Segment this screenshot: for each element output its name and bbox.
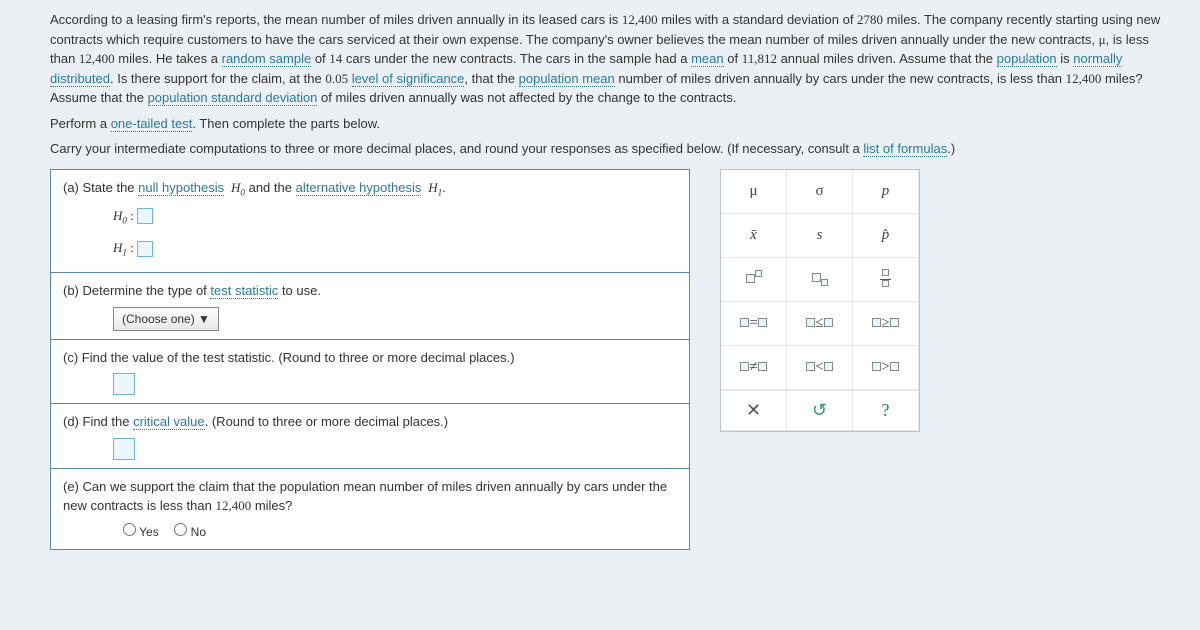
- pal-s[interactable]: s: [787, 214, 853, 258]
- val-sd: 2780: [857, 12, 883, 27]
- pal-reset[interactable]: ↺: [787, 391, 853, 431]
- symbol-palette: μ σ p x̄ s p̂ = ≤ ≥ ≠ < > ✕ ↺ ?: [720, 169, 920, 432]
- pal-mu[interactable]: μ: [721, 170, 787, 214]
- pal-ne[interactable]: ≠: [721, 346, 787, 390]
- pal-ge[interactable]: ≥: [853, 302, 919, 346]
- critical-value-input[interactable]: [113, 438, 135, 460]
- part-d: (d) Find the critical value. (Round to t…: [51, 404, 689, 469]
- h1-input[interactable]: [137, 241, 153, 257]
- val-mean: 12,400: [622, 12, 658, 27]
- part-b: (b) Determine the type of test statistic…: [51, 273, 689, 340]
- mu-symbol: μ: [1099, 32, 1106, 47]
- test-statistic-dropdown[interactable]: (Choose one) ▼: [113, 307, 219, 331]
- answer-panel: (a) State the null hypothesis H0 and the…: [50, 169, 690, 551]
- problem-statement: According to a leasing firm's reports, t…: [50, 10, 1170, 159]
- link-population-sd[interactable]: population standard deviation: [148, 90, 318, 106]
- link-random-sample[interactable]: random sample: [222, 51, 312, 67]
- radio-no[interactable]: No: [174, 525, 206, 539]
- link-null-hypothesis[interactable]: null hypothesis: [138, 180, 224, 196]
- pal-fraction[interactable]: [853, 258, 919, 302]
- link-mean[interactable]: mean: [691, 51, 724, 67]
- link-one-tailed[interactable]: one-tailed test: [111, 116, 193, 132]
- link-population-mean[interactable]: population mean: [519, 71, 615, 87]
- h0-input[interactable]: [137, 208, 153, 224]
- pal-subscript[interactable]: [787, 258, 853, 302]
- pal-lt[interactable]: <: [787, 346, 853, 390]
- pal-gt[interactable]: >: [853, 346, 919, 390]
- pal-p[interactable]: p: [853, 170, 919, 214]
- link-population[interactable]: population: [997, 51, 1057, 67]
- part-a: (a) State the null hypothesis H0 and the…: [51, 170, 689, 274]
- part-e: (e) Can we support the claim that the po…: [51, 469, 689, 550]
- link-test-statistic[interactable]: test statistic: [210, 283, 278, 299]
- link-level-of-significance[interactable]: level of significance: [352, 71, 465, 87]
- pal-le[interactable]: ≤: [787, 302, 853, 346]
- test-stat-value-input[interactable]: [113, 373, 135, 395]
- part-c: (c) Find the value of the test statistic…: [51, 340, 689, 405]
- pal-help[interactable]: ?: [853, 391, 919, 431]
- pal-xbar[interactable]: x̄: [721, 214, 787, 258]
- radio-yes[interactable]: Yes: [123, 525, 159, 539]
- pal-clear[interactable]: ✕: [721, 391, 787, 431]
- pal-power[interactable]: [721, 258, 787, 302]
- pal-phat[interactable]: p̂: [853, 214, 919, 258]
- link-critical-value[interactable]: critical value: [133, 414, 205, 430]
- pal-eq[interactable]: =: [721, 302, 787, 346]
- pal-sigma[interactable]: σ: [787, 170, 853, 214]
- link-list-of-formulas[interactable]: list of formulas: [863, 141, 947, 157]
- link-alt-hypothesis[interactable]: alternative hypothesis: [296, 180, 422, 196]
